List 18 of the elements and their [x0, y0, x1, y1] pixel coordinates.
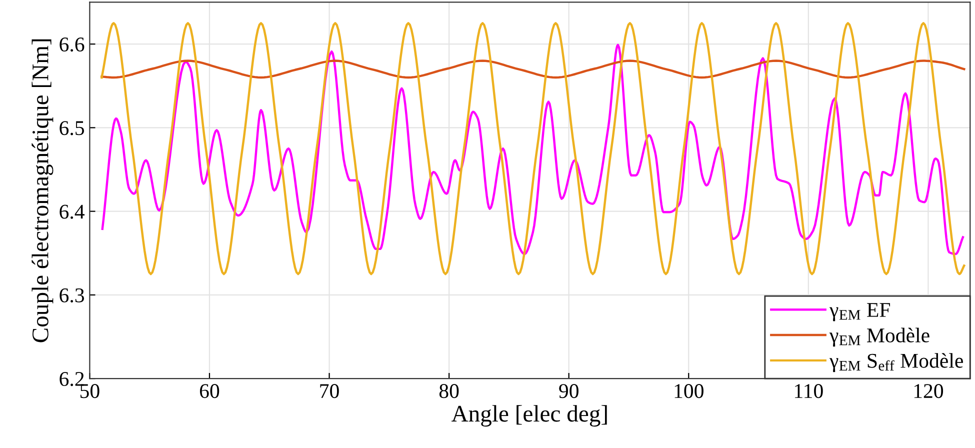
legend-label: γ$_{EM}$ EF [829, 303, 890, 322]
y-tick-label: 6.4 [60, 204, 85, 219]
y-tick-label: 6.6 [60, 37, 84, 52]
x-tick-label: 50 [80, 384, 100, 398]
x-tick-label: 70 [320, 384, 339, 398]
x-axis-title: Angle [elec deg] [451, 405, 607, 427]
x-tick-label: 100 [674, 384, 704, 398]
y-axis-title: Couple électromagnétique [Nm] [32, 39, 54, 342]
legend-label: γ$_{EM}$ S$_{eff}$ Modèle [829, 353, 963, 372]
x-tick-label: 110 [795, 384, 823, 398]
x-tick-label: 90 [559, 384, 578, 398]
x-tick-label: 80 [439, 384, 459, 398]
x-tick-label: 60 [200, 384, 220, 398]
y-tick-label: 6.2 [60, 372, 84, 386]
y-tick-label: 6.3 [60, 288, 84, 302]
y-tick-label: 6.5 [60, 121, 84, 136]
legend-label: γ$_{EM}$ Modèle [829, 328, 930, 347]
x-tick-label: 120 [914, 384, 944, 398]
